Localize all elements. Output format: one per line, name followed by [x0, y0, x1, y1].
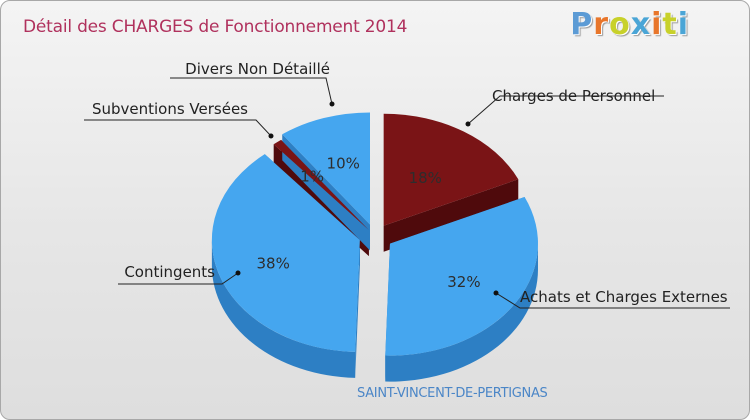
leader-dot	[465, 121, 471, 127]
logo-letter: P	[570, 7, 594, 42]
leader-line	[170, 77, 333, 105]
logo-letter: x	[630, 7, 652, 42]
slice-percents: 18% 32% 38% 1%10%	[256, 155, 480, 291]
slice-side	[385, 243, 538, 382]
slice-percent: 18%	[409, 169, 442, 187]
slice-label: Subventions Versées	[92, 100, 248, 118]
leader-dot	[329, 101, 335, 107]
logo-letter: o	[609, 7, 631, 42]
leader-dot	[268, 133, 274, 139]
slice-top[interactable]	[211, 154, 360, 352]
slice-wall	[355, 239, 360, 378]
leader-line	[84, 119, 272, 137]
slice-percent: 38%	[256, 255, 289, 273]
leader-line	[467, 95, 664, 125]
slice-label: Contingents	[124, 263, 215, 281]
pie-tops	[211, 112, 538, 356]
slice-label: Divers Non Détaillé	[185, 60, 330, 78]
slice-top[interactable]	[385, 197, 538, 356]
logo-letter: i	[651, 7, 663, 42]
slice-top[interactable]	[273, 139, 369, 231]
slice-side	[211, 239, 356, 378]
proxiti-logo[interactable]: Proxiti	[570, 7, 689, 42]
logo-letter: r	[593, 7, 610, 42]
slice-top[interactable]	[282, 112, 371, 225]
leader-line	[118, 272, 239, 285]
logo-letter: t	[662, 7, 678, 42]
slice-percent: 1%	[300, 167, 324, 185]
slice-label: Achats et Charges Externes	[520, 288, 728, 306]
slice-percent: 10%	[327, 155, 360, 173]
slice-label: Charges de Personnel	[492, 87, 655, 105]
slice-top[interactable]	[383, 113, 519, 226]
slice-wall	[383, 179, 519, 252]
slice-percent: 32%	[447, 273, 480, 291]
slice-labels: Charges de Personnel Achats et Charges Ex…	[92, 60, 728, 306]
leader-dot	[493, 290, 499, 296]
logo-letter: i	[677, 7, 689, 42]
leader-lines	[84, 77, 730, 309]
leader-dot	[235, 270, 241, 276]
chart-title: Détail des CHARGES de Fonctionnement 201…	[23, 17, 408, 37]
commune-name[interactable]: SAINT-VINCENT-DE-PERTIGNAS	[357, 386, 548, 401]
leader-line	[495, 292, 730, 309]
slice-wall	[282, 134, 371, 251]
